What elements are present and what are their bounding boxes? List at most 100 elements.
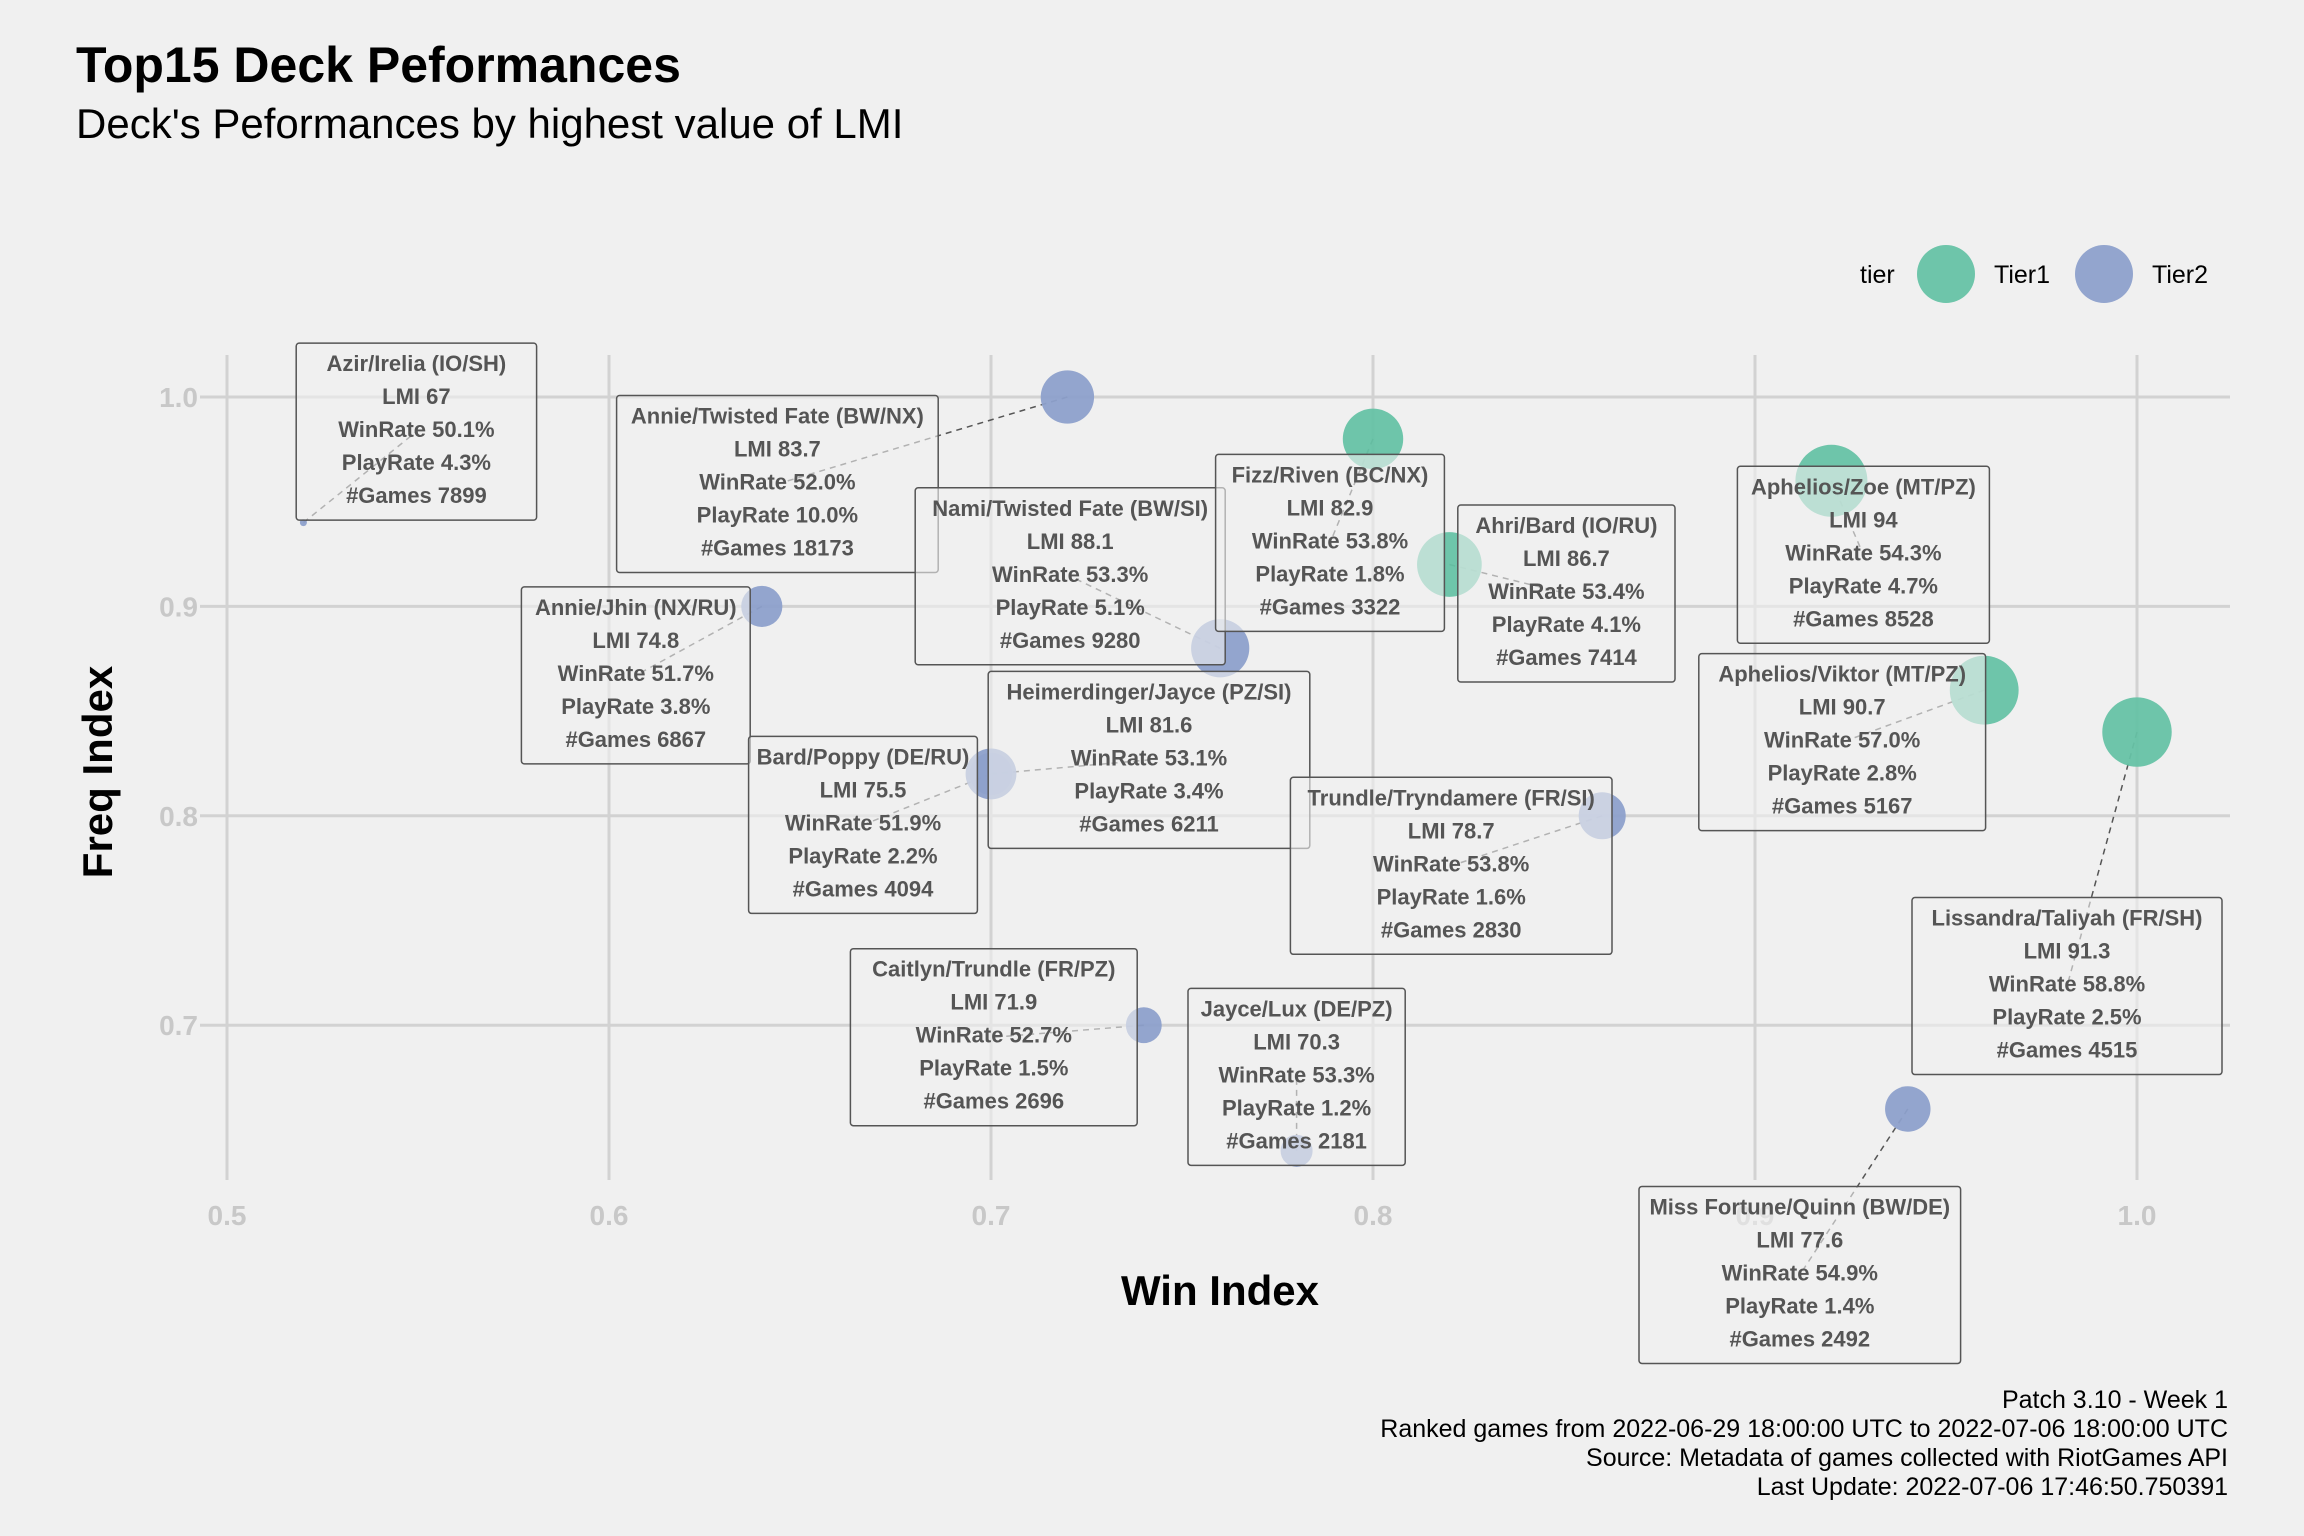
data-label-lmi: LMI 86.7 bbox=[1523, 546, 1610, 571]
data-label-box bbox=[1911, 896, 2223, 1076]
data-label-deck: Trundle/Tryndamere (FR/SI) bbox=[1308, 785, 1595, 810]
y-tick-label: 1.0 bbox=[159, 382, 198, 413]
data-label-deck: Caitlyn/Trundle (FR/PZ) bbox=[872, 957, 1115, 982]
data-label-box bbox=[1698, 652, 1987, 832]
data-label-winrate: WinRate 54.9% bbox=[1722, 1260, 1878, 1285]
chart-title: Top15 Deck Peformances bbox=[76, 37, 681, 93]
data-label: Annie/Twisted Fate (BW/NX) LMI 83.7 WinRat… bbox=[615, 394, 939, 574]
data-label-lmi: LMI 81.6 bbox=[1106, 712, 1193, 737]
data-label-games: #Games 8528 bbox=[1793, 606, 1934, 631]
data-label-playrate: PlayRate 1.2% bbox=[1222, 1095, 1371, 1120]
data-label-deck: Nami/Twisted Fate (BW/SI) bbox=[932, 496, 1208, 521]
data-label-games: #Games 5167 bbox=[1772, 794, 1913, 819]
data-label-winrate: WinRate 53.8% bbox=[1373, 851, 1529, 876]
data-label-games: #Games 2181 bbox=[1226, 1128, 1367, 1153]
data-label-deck: Annie/Twisted Fate (BW/NX) bbox=[631, 404, 924, 429]
data-label-games: #Games 2696 bbox=[923, 1089, 1064, 1114]
data-label-playrate: PlayRate 4.7% bbox=[1789, 573, 1938, 598]
data-label-winrate: WinRate 51.7% bbox=[558, 661, 714, 686]
data-label-winrate: WinRate 53.8% bbox=[1252, 528, 1408, 553]
data-label-lmi: LMI 77.6 bbox=[1756, 1227, 1843, 1252]
data-label-deck: Ahri/Bard (IO/RU) bbox=[1475, 513, 1657, 538]
legend-label-tier1: Tier1 bbox=[1994, 261, 2050, 289]
data-label-games: #Games 2830 bbox=[1381, 917, 1522, 942]
x-tick-label: 1.0 bbox=[2118, 1200, 2157, 1231]
data-label-deck: Heimerdinger/Jayce (PZ/SI) bbox=[1007, 679, 1292, 704]
data-label-lmi: LMI 82.9 bbox=[1287, 495, 1374, 520]
caption-line-2: Ranked games from 2022-06-29 18:00:00 UT… bbox=[1380, 1415, 2228, 1443]
data-label-games: #Games 6211 bbox=[1079, 811, 1218, 836]
data-label-playrate: PlayRate 10.0% bbox=[697, 503, 858, 528]
scatter-point bbox=[2102, 697, 2172, 767]
data-label: Lissandra/Taliyah (FR/SH) LMI 91.3 WinRate… bbox=[1911, 896, 2223, 1076]
x-tick-label: 0.6 bbox=[590, 1200, 629, 1231]
data-label-box bbox=[849, 947, 1138, 1127]
data-label-lmi: LMI 67 bbox=[382, 384, 450, 409]
data-label-playrate: PlayRate 2.2% bbox=[788, 843, 937, 868]
legend-swatch-tier2 bbox=[2075, 245, 2133, 303]
data-label-box bbox=[987, 670, 1311, 850]
data-label-box bbox=[747, 735, 979, 915]
data-label: Nami/Twisted Fate (BW/SI) LMI 88.1 WinRate… bbox=[914, 487, 1226, 666]
data-label-box bbox=[1638, 1185, 1962, 1365]
data-labels: Azir/Irelia (IO/SH) LMI 67 WinRate 50.1% Pl… bbox=[295, 342, 2223, 1365]
data-label-playrate: PlayRate 3.4% bbox=[1074, 778, 1223, 803]
data-label-lmi: LMI 90.7 bbox=[1799, 695, 1886, 720]
data-label: Aphelios/Viktor (MT/PZ) LMI 90.7 WinRate 5… bbox=[1698, 652, 1987, 832]
data-label: Annie/Jhin (NX/RU) LMI 74.8 WinRate 51.7% P… bbox=[520, 586, 751, 765]
data-label-playrate: PlayRate 5.1% bbox=[996, 595, 1145, 620]
legend-title: tier bbox=[1860, 261, 1895, 289]
y-tick-label: 0.9 bbox=[159, 591, 198, 622]
data-label-playrate: PlayRate 2.8% bbox=[1768, 761, 1917, 786]
data-label-playrate: PlayRate 1.5% bbox=[919, 1056, 1068, 1081]
data-label-lmi: LMI 78.7 bbox=[1408, 818, 1495, 843]
data-label: Fizz/Riven (BC/NX) LMI 82.9 WinRate 53.8% P… bbox=[1214, 453, 1446, 633]
scatter-point bbox=[1040, 370, 1095, 424]
data-label: Jayce/Lux (DE/PZ) LMI 70.3 WinRate 53.3% Pl… bbox=[1187, 987, 1406, 1167]
data-label-box bbox=[295, 342, 538, 521]
caption-line-1: Patch 3.10 - Week 1 bbox=[2002, 1386, 2228, 1414]
data-label-winrate: WinRate 52.7% bbox=[916, 1023, 1072, 1048]
data-label: Ahri/Bard (IO/RU) LMI 86.7 WinRate 53.4% Pl… bbox=[1457, 504, 1676, 683]
data-label-box bbox=[1457, 504, 1676, 683]
data-label-playrate: PlayRate 3.8% bbox=[561, 694, 710, 719]
data-label-lmi: LMI 83.7 bbox=[734, 437, 821, 462]
data-label-winrate: WinRate 54.3% bbox=[1785, 540, 1941, 565]
data-label-lmi: LMI 74.8 bbox=[592, 628, 679, 653]
data-label: Caitlyn/Trundle (FR/PZ) LMI 71.9 WinRate 5… bbox=[849, 947, 1138, 1127]
y-axis-title: Freq Index bbox=[74, 665, 121, 878]
data-label-box bbox=[1187, 987, 1406, 1167]
data-label: Azir/Irelia (IO/SH) LMI 67 WinRate 50.1% Pl… bbox=[295, 342, 538, 521]
caption-line-3: Source: Metadata of games collected with… bbox=[1586, 1444, 2228, 1472]
data-label: Heimerdinger/Jayce (PZ/SI) LMI 81.6 WinRat… bbox=[987, 670, 1311, 850]
scatter-point bbox=[1885, 1086, 1931, 1132]
data-label-winrate: WinRate 53.3% bbox=[1218, 1062, 1374, 1087]
x-tick-label: 0.8 bbox=[1354, 1200, 1393, 1231]
data-label-winrate: WinRate 58.8% bbox=[1989, 972, 2145, 997]
data-label-playrate: PlayRate 2.5% bbox=[1992, 1005, 2141, 1030]
data-label-deck: Azir/Irelia (IO/SH) bbox=[327, 351, 507, 376]
scatter-point bbox=[741, 585, 783, 627]
data-label-deck: Aphelios/Viktor (MT/PZ) bbox=[1718, 662, 1966, 687]
data-label: Bard/Poppy (DE/RU) LMI 75.5 WinRate 51.9% P… bbox=[747, 735, 979, 915]
data-label-box bbox=[1736, 465, 1991, 645]
data-label-winrate: WinRate 51.9% bbox=[785, 810, 941, 835]
data-label-lmi: LMI 75.5 bbox=[820, 777, 907, 802]
data-label-box bbox=[520, 586, 751, 765]
data-label-lmi: LMI 91.3 bbox=[2024, 939, 2111, 964]
legend-label-tier2: Tier2 bbox=[2152, 261, 2208, 289]
data-label-winrate: WinRate 53.4% bbox=[1488, 579, 1644, 604]
x-tick-label: 0.5 bbox=[208, 1200, 247, 1231]
data-label-lmi: LMI 94 bbox=[1829, 507, 1898, 532]
data-label-playrate: PlayRate 4.1% bbox=[1492, 612, 1641, 637]
data-label: Miss Fortune/Quinn (BW/DE) LMI 77.6 WinRat… bbox=[1638, 1185, 1962, 1365]
data-label-playrate: PlayRate 1.8% bbox=[1255, 561, 1404, 586]
data-label-deck: Annie/Jhin (NX/RU) bbox=[535, 595, 737, 620]
data-label-deck: Bard/Poppy (DE/RU) bbox=[757, 744, 970, 769]
y-tick-label: 0.7 bbox=[159, 1010, 198, 1041]
data-label-lmi: LMI 88.1 bbox=[1027, 529, 1114, 554]
chart-subtitle: Deck's Peformances by highest value of L… bbox=[76, 100, 903, 147]
data-label-lmi: LMI 71.9 bbox=[950, 990, 1037, 1015]
